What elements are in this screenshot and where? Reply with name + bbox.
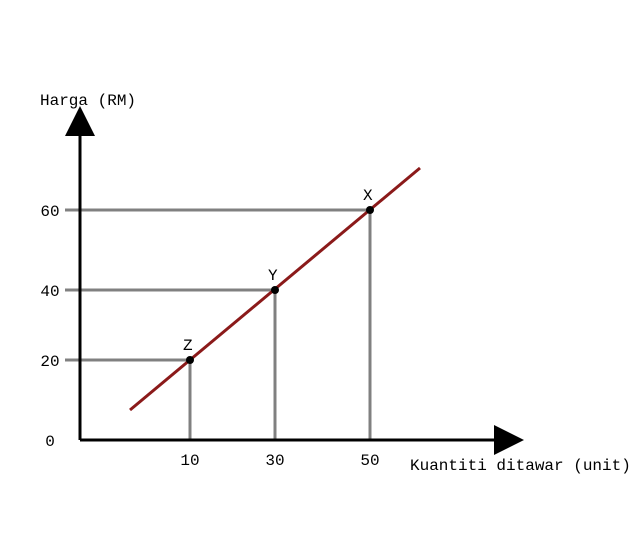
point-label: Z [183,337,193,355]
y-tick-label: 0 [45,433,55,451]
x-tick-label: 50 [360,452,379,470]
y-axis-title: Harga (RM) [40,92,136,110]
x-axis-title: Kuantiti ditawar (unit) [410,457,631,475]
y-tick-label: 20 [40,353,59,371]
y-tick-label: 60 [40,203,59,221]
data-point [366,206,374,214]
y-tick-label: 40 [40,283,59,301]
point-label: X [363,187,373,205]
data-point [186,356,194,364]
supply-chart: Z Y X 0 20 40 60 10 30 50 Harga (RM) Kuantiti ditaw… [0,0,632,537]
x-tick-label: 10 [180,452,199,470]
x-tick-label: 30 [265,452,284,470]
point-label: Y [268,267,278,285]
data-point [271,286,279,294]
